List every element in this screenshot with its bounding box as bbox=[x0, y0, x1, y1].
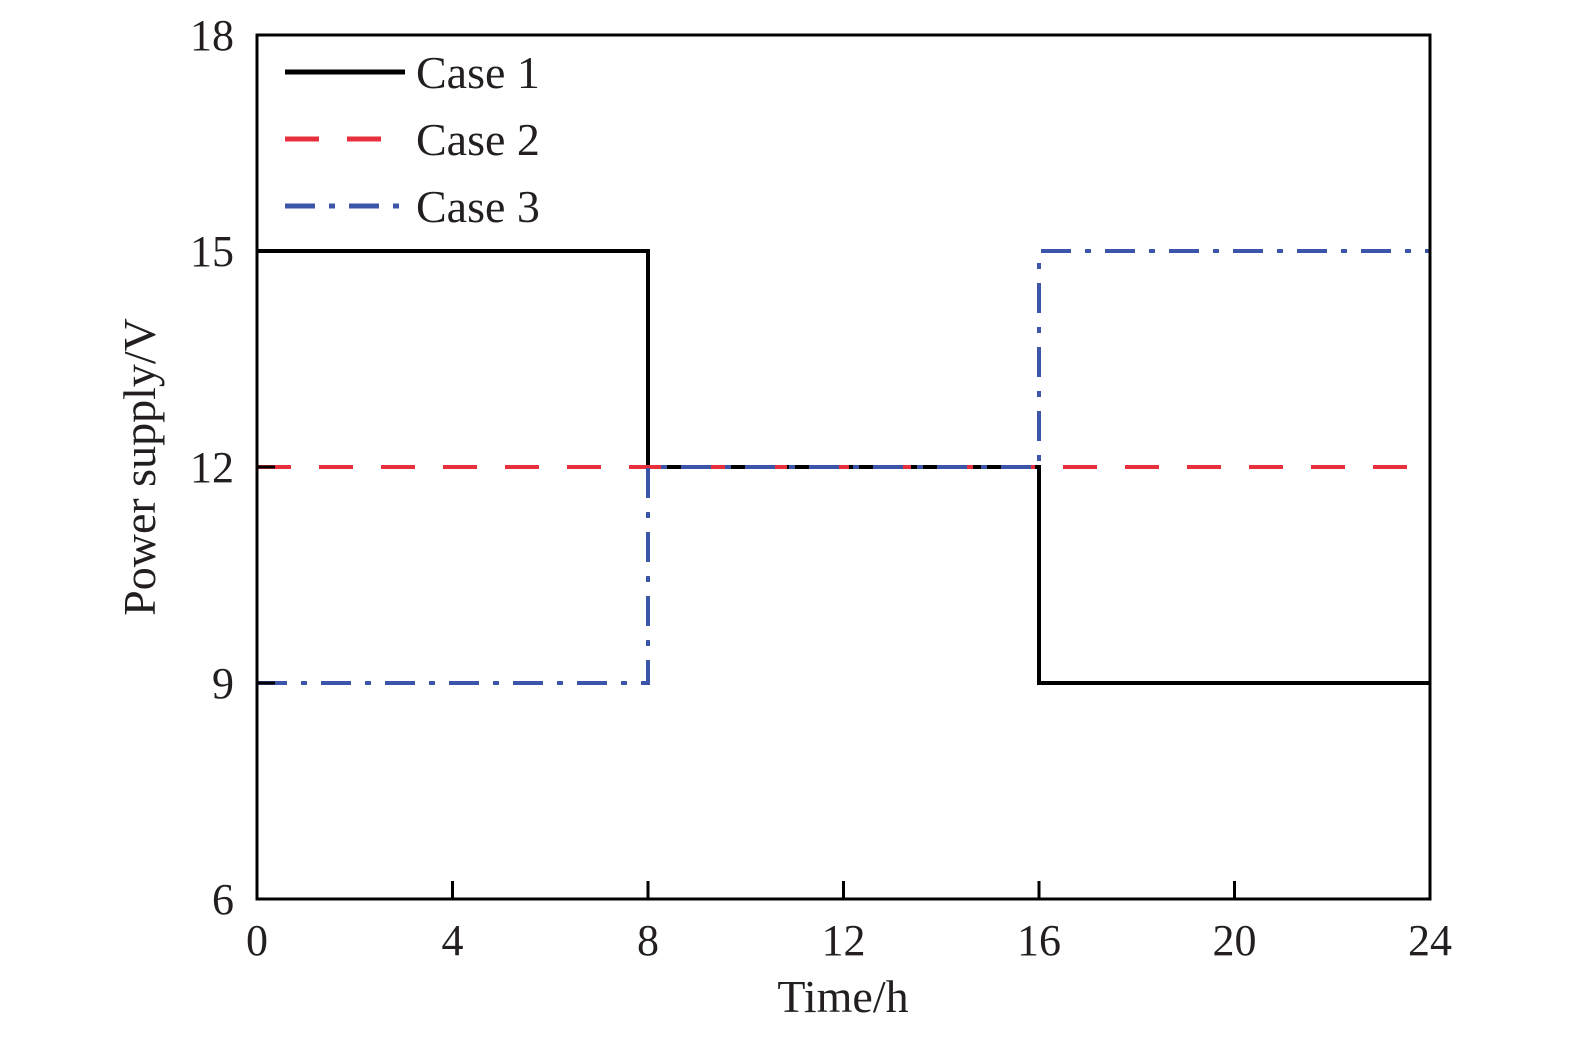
x-tick-label: 20 bbox=[1213, 916, 1257, 965]
legend-label-1: Case 1 bbox=[416, 47, 540, 98]
y-tick-label: 12 bbox=[190, 443, 234, 492]
legend-label-2: Case 2 bbox=[416, 114, 540, 165]
x-tick-label: 12 bbox=[822, 916, 866, 965]
y-tick-label: 15 bbox=[190, 227, 234, 276]
legend-label-3: Case 3 bbox=[416, 181, 540, 232]
legend: Case 1 Case 2 Case 3 bbox=[285, 47, 540, 232]
x-tick-label: 16 bbox=[1017, 916, 1061, 965]
x-tick-label: 8 bbox=[637, 916, 659, 965]
series-line-3 bbox=[257, 249, 1430, 685]
x-axis-label: Time/h bbox=[777, 971, 908, 1022]
x-tick-label: 0 bbox=[246, 916, 268, 965]
y-tick-label: 9 bbox=[212, 659, 234, 708]
series-layer bbox=[257, 249, 1430, 685]
y-tick-label: 6 bbox=[212, 875, 234, 924]
tick-layer: 0 4 8 12 16 20 24 6 9 12 15 18 bbox=[190, 11, 1452, 965]
y-tick-label: 18 bbox=[190, 11, 234, 60]
y-axis-label: Power supply/V bbox=[114, 318, 165, 616]
x-tick-label: 24 bbox=[1408, 916, 1452, 965]
x-tick-label: 4 bbox=[442, 916, 464, 965]
